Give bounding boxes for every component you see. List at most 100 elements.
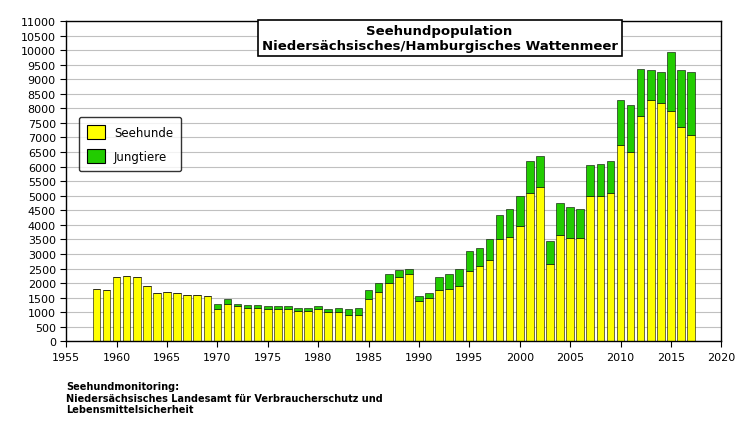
Bar — [677, 128, 684, 342]
Bar — [284, 310, 291, 342]
Bar — [606, 194, 615, 342]
Bar — [606, 162, 615, 194]
Bar — [425, 294, 433, 298]
Bar — [637, 117, 645, 342]
Bar — [224, 300, 231, 304]
Bar — [365, 300, 372, 342]
Bar — [405, 275, 413, 342]
Bar — [93, 290, 100, 342]
Bar — [435, 291, 443, 342]
Bar — [445, 275, 453, 290]
Bar — [486, 240, 493, 260]
Bar — [576, 209, 584, 238]
Bar — [325, 310, 332, 313]
Bar — [123, 276, 130, 342]
Bar — [506, 237, 514, 342]
Bar — [264, 307, 272, 310]
Bar — [344, 310, 353, 315]
Bar — [687, 73, 695, 135]
Bar — [254, 305, 261, 308]
Text: Seehundmonitoring:
Niedersächsisches Landesamt für Verbraucherschutz und
Lebensm: Seehundmonitoring: Niedersächsisches Lan… — [66, 381, 383, 414]
Bar — [496, 240, 503, 342]
Bar — [445, 290, 453, 342]
Bar — [143, 286, 151, 342]
Bar — [133, 278, 141, 342]
Bar — [435, 278, 443, 291]
Bar — [344, 315, 353, 342]
Bar — [304, 308, 312, 311]
Bar — [456, 286, 463, 342]
Bar — [566, 238, 574, 342]
Bar — [556, 236, 564, 342]
Bar — [597, 164, 604, 196]
Bar — [335, 313, 342, 342]
Bar — [475, 249, 484, 266]
Legend: Seehunde, Jungtiere: Seehunde, Jungtiere — [79, 117, 182, 172]
Bar — [647, 71, 654, 100]
Bar — [677, 71, 684, 128]
Bar — [667, 53, 675, 112]
Bar — [284, 307, 291, 310]
Bar — [456, 269, 463, 286]
Bar — [355, 315, 362, 342]
Bar — [314, 307, 322, 310]
Bar — [506, 209, 514, 237]
Bar — [597, 196, 604, 342]
Text: Seehundpopulation
Niedersächsisches/Hamburgisches Wattenmeer: Seehundpopulation Niedersächsisches/Hamb… — [261, 25, 618, 53]
Bar — [425, 298, 433, 342]
Bar — [536, 157, 544, 187]
Bar — [385, 275, 392, 283]
Bar — [224, 304, 231, 342]
Bar — [314, 310, 322, 342]
Bar — [234, 304, 241, 307]
Bar — [183, 295, 191, 342]
Bar — [153, 294, 160, 342]
Bar — [627, 153, 634, 342]
Bar — [254, 308, 261, 342]
Bar — [486, 260, 493, 342]
Bar — [173, 294, 181, 342]
Bar — [466, 251, 473, 272]
Bar — [264, 310, 272, 342]
Bar — [213, 310, 222, 342]
Bar — [516, 196, 523, 227]
Bar — [587, 166, 594, 196]
Bar — [496, 215, 503, 240]
Bar — [234, 307, 241, 342]
Bar — [576, 238, 584, 342]
Bar — [627, 106, 634, 153]
Bar — [194, 295, 201, 342]
Bar — [355, 308, 362, 315]
Bar — [385, 283, 392, 342]
Bar — [587, 196, 594, 342]
Bar — [536, 187, 544, 342]
Bar — [375, 292, 383, 342]
Bar — [657, 103, 665, 342]
Bar — [274, 310, 282, 342]
Bar — [556, 204, 564, 236]
Bar — [526, 162, 534, 194]
Bar — [566, 208, 574, 238]
Bar — [687, 135, 695, 342]
Bar — [617, 145, 624, 342]
Bar — [375, 283, 383, 292]
Bar — [647, 100, 654, 342]
Bar — [667, 112, 675, 342]
Bar — [113, 278, 121, 342]
Bar — [304, 311, 312, 342]
Bar — [637, 70, 645, 117]
Bar — [103, 291, 110, 342]
Bar — [657, 73, 665, 103]
Bar — [244, 305, 252, 308]
Bar — [294, 308, 302, 311]
Bar — [274, 307, 282, 310]
Bar — [163, 292, 171, 342]
Bar — [294, 311, 302, 342]
Bar — [526, 194, 534, 342]
Bar — [395, 270, 403, 278]
Bar — [244, 308, 252, 342]
Bar — [415, 301, 422, 342]
Bar — [415, 297, 422, 301]
Bar — [546, 241, 553, 265]
Bar — [325, 313, 332, 342]
